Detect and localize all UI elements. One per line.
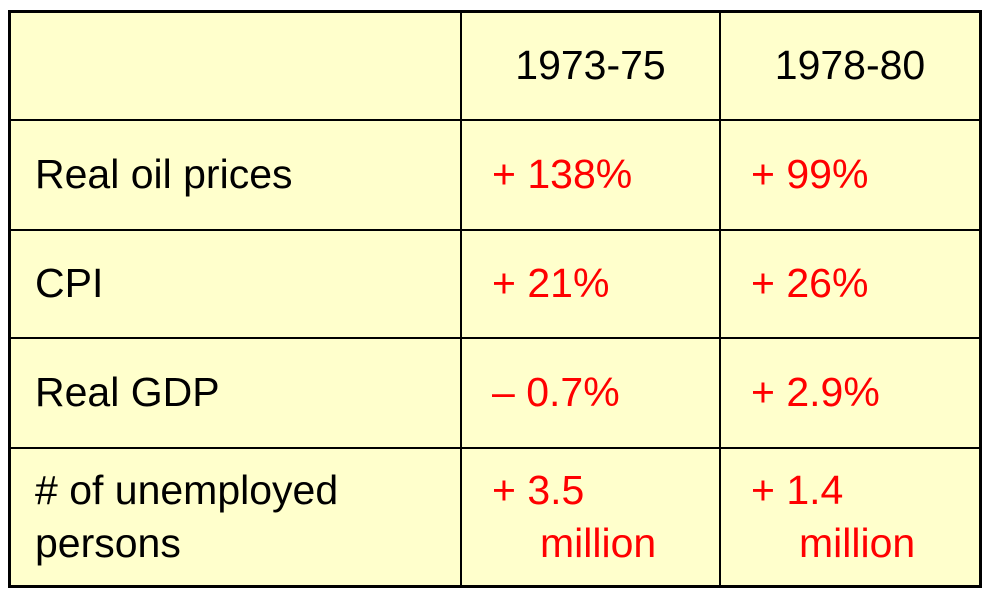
value-cpi-1978-80: + 26%	[751, 260, 869, 307]
header-cell-1978-80: 1978-80	[721, 13, 979, 121]
row-label-cell: Real oil prices	[11, 121, 462, 231]
value-real-gdp-1978-80: + 2.9%	[751, 369, 880, 416]
row-label-cell: CPI	[11, 231, 462, 339]
value-real-oil-prices-1973-75: + 138%	[492, 151, 633, 198]
row-label-real-gdp: Real GDP	[35, 369, 220, 416]
value-unemployed-1973-75-line-1: + 3.5	[492, 466, 585, 513]
value-cell: + 2.9%	[721, 339, 979, 449]
value-cell: + 3.5 million	[462, 449, 721, 585]
value-cell: + 21%	[462, 231, 721, 339]
row-label-cell: Real GDP	[11, 339, 462, 449]
value-cpi-1973-75: + 21%	[492, 260, 610, 307]
oil-shock-comparison-table: 1973-75 1978-80 Real oil prices + 138% +…	[8, 10, 982, 588]
column-header-1973-75: 1973-75	[515, 42, 666, 89]
row-label-cell: # of unemployed persons	[11, 449, 462, 585]
row-label-unemployed-line-1: # of unemployed	[35, 466, 339, 513]
value-cell: + 138%	[462, 121, 721, 231]
column-header-1978-80: 1978-80	[774, 42, 926, 89]
value-cell: + 99%	[721, 121, 979, 231]
value-unemployed-1978-80-line-2: million	[799, 520, 916, 566]
header-blank-cell	[11, 13, 462, 121]
row-label-unemployed-line-2: persons	[35, 520, 181, 566]
value-cell: – 0.7%	[462, 339, 721, 449]
value-cell: + 1.4 million	[721, 449, 979, 585]
value-cell: + 26%	[721, 231, 979, 339]
row-label-real-oil-prices: Real oil prices	[35, 151, 293, 198]
value-real-gdp-1973-75: – 0.7%	[492, 369, 620, 416]
value-real-oil-prices-1978-80: + 99%	[751, 151, 869, 198]
header-cell-1973-75: 1973-75	[462, 13, 721, 121]
value-unemployed-1978-80-line-1: + 1.4	[751, 466, 844, 513]
value-unemployed-1973-75-line-2: million	[540, 520, 657, 566]
row-label-cpi: CPI	[35, 260, 104, 307]
